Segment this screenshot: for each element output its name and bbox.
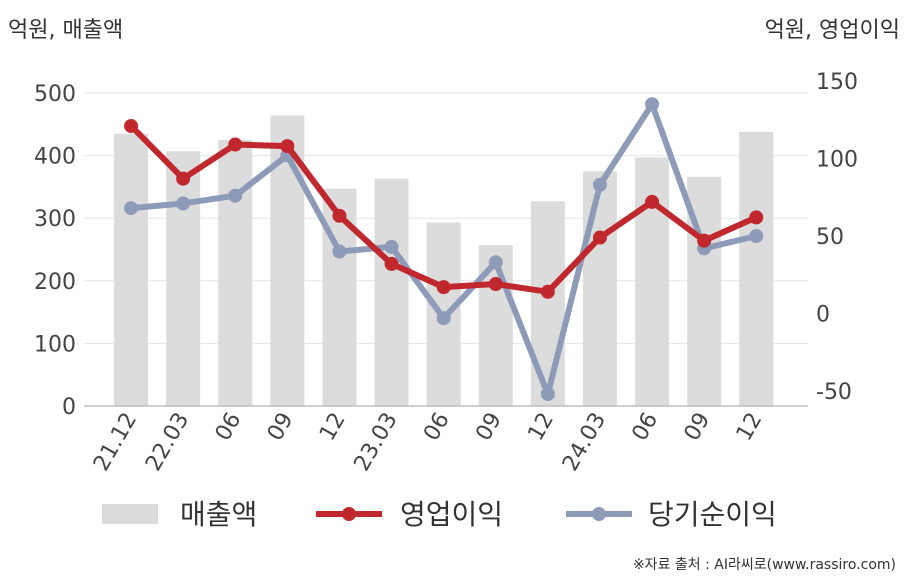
- line-layer: [124, 97, 764, 402]
- series-point: [645, 97, 660, 112]
- series-point: [384, 256, 399, 271]
- legend-label: 당기순이익: [648, 498, 777, 531]
- bar: [530, 201, 565, 406]
- series-point: [488, 277, 503, 292]
- left-tick-label: 500: [34, 82, 76, 107]
- series-point: [228, 137, 243, 152]
- series-point: [749, 229, 764, 243]
- left-tick-label: 300: [34, 207, 76, 232]
- x-tick-label: 22.03: [141, 409, 194, 476]
- x-tick-label: 06: [419, 409, 455, 446]
- series-point: [645, 194, 660, 209]
- series-point: [176, 196, 191, 211]
- series-point: [697, 233, 712, 248]
- series-point: [332, 244, 347, 259]
- right-tick-label: 100: [816, 148, 858, 173]
- right-tick-label: -50: [816, 380, 852, 405]
- series-point: [332, 208, 347, 223]
- series-point: [228, 188, 243, 203]
- legend-label: 매출액: [180, 498, 257, 531]
- series-point: [176, 171, 191, 186]
- x-tick-label: 06: [628, 409, 664, 446]
- bar: [218, 139, 253, 406]
- series-point: [488, 255, 503, 270]
- right-tick-label: 150: [816, 70, 858, 95]
- series-point: [749, 210, 764, 225]
- left-tick-label: 0: [62, 395, 76, 420]
- bar: [582, 171, 617, 406]
- x-tick-label: 23.03: [350, 409, 403, 476]
- series-point: [124, 201, 139, 216]
- series-point: [592, 230, 607, 245]
- series-point: [592, 177, 607, 192]
- left-axis-unit-label: 억원, 매출액: [8, 18, 124, 43]
- series-point: [436, 280, 451, 295]
- left-tick-label: 400: [34, 145, 76, 170]
- bar: [166, 151, 201, 406]
- x-tick-label: 24.03: [558, 409, 611, 476]
- x-tick-label: 09: [471, 409, 507, 446]
- series-point: [540, 387, 555, 402]
- bar-layer: [114, 115, 774, 406]
- right-axis-unit-label: 억원, 영업이익: [764, 18, 900, 43]
- x-tick-label: 12: [732, 409, 768, 446]
- x-tick-label: 06: [211, 409, 247, 446]
- x-tick-label: 12: [523, 409, 559, 446]
- series-point: [436, 311, 451, 326]
- legend-swatch-point: [592, 507, 606, 521]
- legend: 매출액 영업이익 당기순이익: [102, 498, 777, 531]
- bar: [635, 157, 670, 406]
- bar: [739, 131, 774, 406]
- right-tick-label: 0: [816, 303, 830, 328]
- legend-label: 영업이익: [400, 498, 503, 531]
- series-point: [384, 239, 399, 254]
- x-tick-label: 21.12: [89, 409, 142, 476]
- left-tick-label: 200: [34, 270, 76, 295]
- x-tick-label: 09: [263, 409, 299, 446]
- right-tick-label: 50: [816, 225, 844, 250]
- legend-swatch-bar: [102, 504, 158, 524]
- x-tick-label: 12: [315, 409, 351, 446]
- legend-swatch-point: [342, 507, 356, 521]
- source-note: ※자료 출처 : AI라씨로(www.rassiro.com): [632, 557, 896, 573]
- x-tick-label: 09: [680, 409, 716, 446]
- series-point: [540, 284, 555, 299]
- bar: [374, 178, 409, 406]
- series-point: [124, 118, 139, 133]
- series-point: [280, 139, 295, 154]
- left-tick-label: 100: [34, 332, 76, 357]
- bar: [114, 133, 149, 406]
